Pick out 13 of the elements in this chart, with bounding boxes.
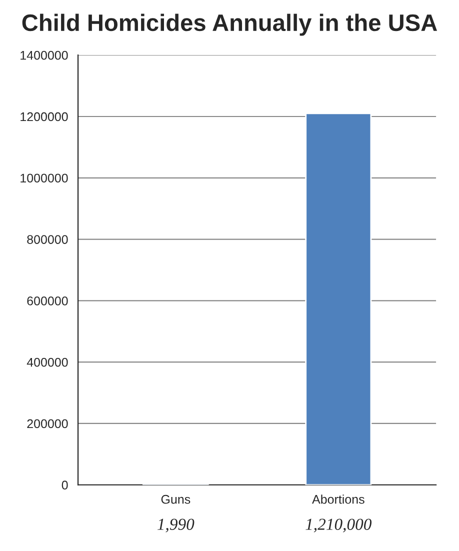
y-tick-label: 1200000 bbox=[20, 112, 68, 122]
y-tick-label: 400000 bbox=[26, 358, 68, 367]
y-tick-label: 1400000 bbox=[20, 50, 68, 60]
x-tick-label: Guns bbox=[161, 494, 190, 504]
y-tick-label: 800000 bbox=[27, 235, 68, 244]
y-tick-label: 600000 bbox=[27, 296, 68, 306]
chart-title: Child Homicides Annually in the USA bbox=[22, 14, 438, 36]
data-label: 1,210,000 bbox=[306, 518, 372, 532]
y-tick-label: 1000000 bbox=[20, 174, 68, 183]
y-tick-label: 200000 bbox=[27, 419, 68, 428]
y-tick-label: 0 bbox=[62, 480, 68, 490]
data-label: 1,990 bbox=[158, 518, 194, 532]
x-tick-label: Abortions bbox=[312, 494, 364, 504]
